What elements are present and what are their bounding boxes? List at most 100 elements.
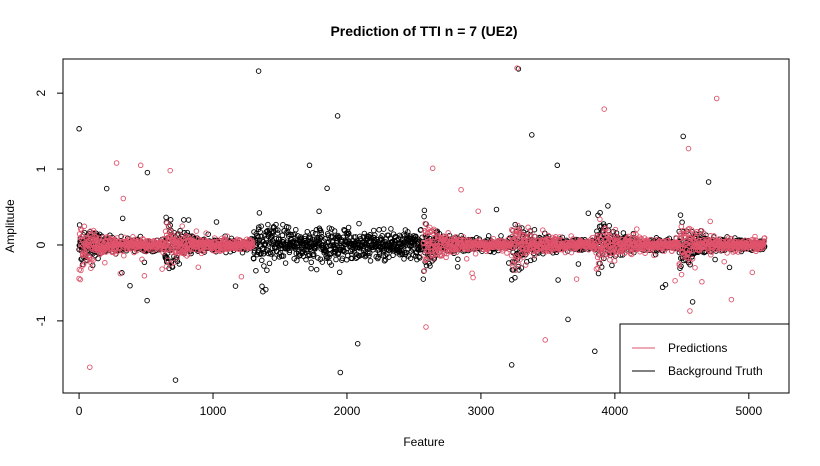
point-background-truth [141, 259, 148, 266]
point-prediction [134, 247, 140, 254]
point-prediction [713, 95, 720, 102]
point-background-truth [318, 230, 325, 236]
point-background-truth [256, 210, 263, 216]
point-prediction [761, 238, 768, 244]
point-prediction [692, 264, 698, 271]
point-background-truth [274, 230, 281, 236]
point-prediction [443, 254, 449, 261]
point-prediction [79, 263, 86, 269]
point-prediction [644, 237, 651, 243]
point-background-truth [376, 227, 382, 233]
y-axis-label: Amplitude [3, 199, 17, 253]
point-prediction [687, 259, 693, 265]
point-prediction [184, 253, 190, 259]
point-background-truth [259, 257, 265, 264]
point-prediction [515, 222, 521, 229]
point-prediction [475, 208, 481, 214]
point-prediction [573, 276, 580, 282]
point-background-truth [334, 113, 341, 119]
x-tick-label: 4000 [602, 404, 629, 418]
point-background-truth [261, 263, 267, 269]
point-prediction [761, 241, 767, 247]
points-layer [76, 65, 768, 383]
point-prediction [544, 236, 550, 242]
point-prediction [648, 236, 654, 243]
point-prediction [167, 167, 173, 174]
point-prediction [531, 252, 538, 259]
point-background-truth [294, 257, 300, 264]
point-background-truth [320, 242, 326, 248]
point-background-truth [315, 255, 321, 261]
point-background-truth [597, 209, 603, 216]
point-prediction [512, 267, 518, 274]
point-background-truth [527, 257, 534, 264]
point-background-truth [345, 224, 352, 231]
point-background-truth [323, 248, 330, 255]
point-prediction [510, 260, 516, 267]
point-prediction [522, 239, 529, 245]
point-prediction [672, 277, 678, 284]
point-background-truth [309, 230, 316, 236]
point-background-truth [273, 221, 279, 228]
point-prediction [522, 262, 529, 268]
point-prediction [82, 252, 88, 258]
point-background-truth [601, 255, 607, 262]
point-background-truth [317, 227, 323, 233]
point-background-truth [312, 246, 318, 252]
y-tick-label: -1 [34, 315, 48, 326]
point-prediction [542, 337, 548, 343]
point-prediction [601, 106, 607, 112]
point-background-truth [705, 179, 712, 185]
point-prediction [421, 268, 428, 274]
point-background-truth [266, 260, 273, 267]
point-background-truth [324, 185, 330, 192]
point-prediction [238, 273, 245, 280]
point-background-truth [349, 255, 355, 262]
point-prediction [515, 261, 522, 268]
point-prediction [599, 250, 606, 256]
point-background-truth [285, 224, 292, 231]
point-background-truth [595, 270, 602, 277]
point-prediction [165, 223, 172, 229]
point-background-truth [336, 269, 343, 276]
point-background-truth [185, 217, 192, 223]
point-background-truth [286, 249, 293, 256]
point-background-truth [680, 133, 686, 140]
point-prediction [113, 160, 120, 166]
point-prediction [102, 259, 108, 266]
point-prediction [120, 195, 127, 202]
point-background-truth [371, 237, 378, 243]
point-background-truth [689, 229, 695, 235]
point-background-truth [255, 234, 261, 240]
point-prediction [532, 233, 539, 240]
point-prediction [430, 255, 436, 262]
point-background-truth [427, 263, 433, 269]
point-prediction [249, 239, 256, 245]
point-background-truth [250, 255, 257, 262]
point-background-truth [485, 233, 492, 239]
point-background-truth [689, 299, 696, 305]
x-axis-label: Feature [403, 435, 445, 449]
point-background-truth [356, 252, 362, 259]
point-prediction [556, 234, 563, 240]
point-background-truth [255, 68, 262, 74]
point-background-truth [381, 247, 388, 253]
point-background-truth [609, 262, 615, 269]
point-background-truth [354, 340, 361, 347]
point-prediction [642, 250, 648, 256]
point-background-truth [585, 210, 592, 216]
point-background-truth [326, 225, 333, 231]
point-prediction [685, 250, 692, 256]
point-background-truth [512, 274, 518, 281]
point-background-truth [144, 297, 150, 304]
point-background-truth [366, 250, 373, 256]
point-background-truth [213, 219, 220, 225]
point-background-truth [605, 203, 611, 209]
point-background-truth [555, 277, 561, 283]
x-tick-label: 0 [76, 404, 83, 418]
point-background-truth [308, 259, 315, 266]
point-prediction [83, 247, 90, 253]
point-prediction [570, 236, 576, 242]
point-prediction [676, 262, 683, 268]
point-background-truth [181, 217, 187, 223]
